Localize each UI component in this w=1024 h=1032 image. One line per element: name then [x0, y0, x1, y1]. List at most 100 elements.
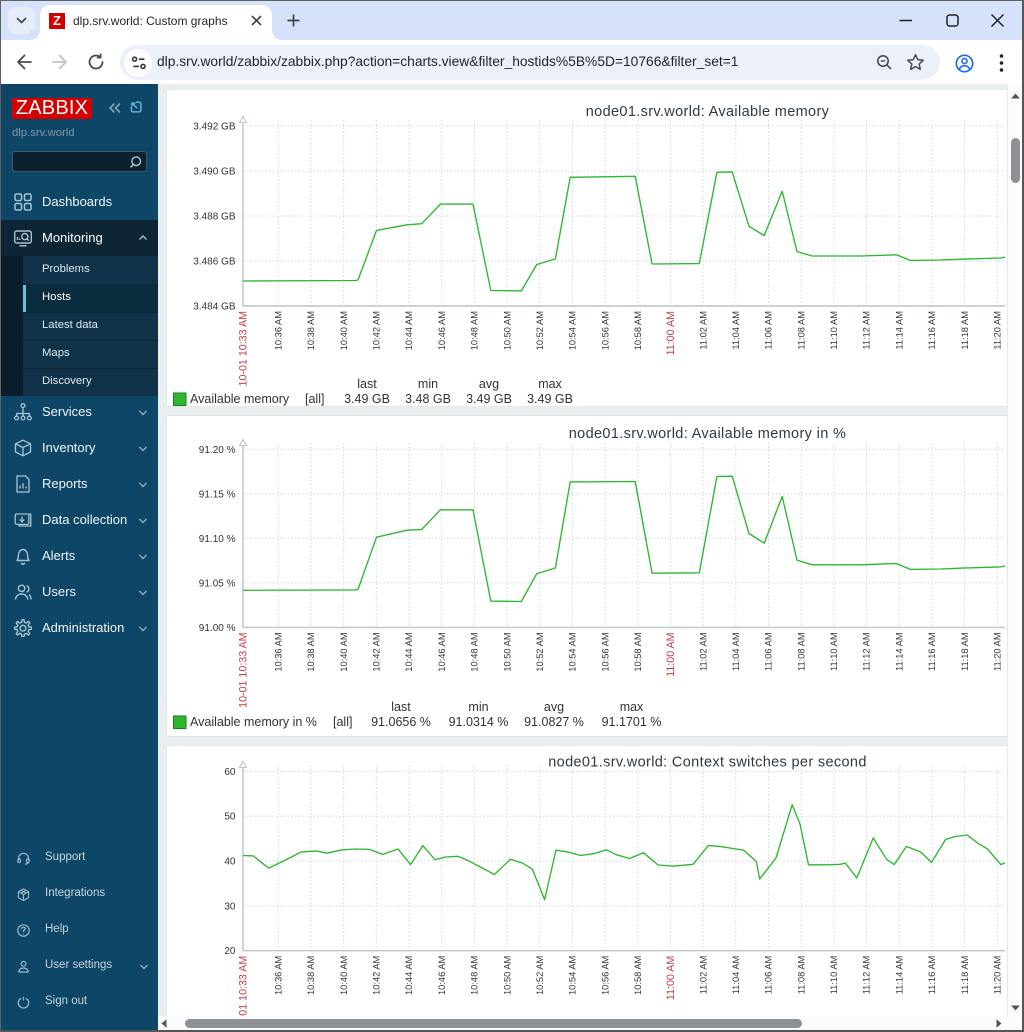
- svg-text:10:36 AM: 10:36 AM: [274, 311, 284, 350]
- svg-text:3.49 GB: 3.49 GB: [527, 392, 573, 406]
- svg-text:[all]: [all]: [305, 392, 324, 406]
- svg-text:91.05 %: 91.05 %: [199, 578, 236, 589]
- svg-text:11:18 AM: 11:18 AM: [960, 956, 970, 995]
- svg-text:3.486 GB: 3.486 GB: [193, 257, 236, 268]
- svg-text:10:44 AM: 10:44 AM: [404, 956, 414, 995]
- svg-text:Available memory in %: Available memory in %: [190, 715, 317, 729]
- svg-text:10:46 AM: 10:46 AM: [437, 632, 447, 671]
- svg-text:11:04 AM: 11:04 AM: [731, 311, 741, 350]
- svg-text:11:04 AM: 11:04 AM: [731, 956, 741, 995]
- svg-text:10-01 10:33 AM: 10-01 10:33 AM: [238, 311, 250, 387]
- svg-text:11:12 AM: 11:12 AM: [862, 956, 872, 995]
- svg-text:10:44 AM: 10:44 AM: [404, 632, 414, 671]
- svg-text:11:02 AM: 11:02 AM: [698, 632, 708, 671]
- svg-text:91.10 %: 91.10 %: [199, 534, 236, 545]
- svg-text:last: last: [357, 377, 377, 391]
- svg-text:11:12 AM: 11:12 AM: [862, 311, 872, 350]
- svg-text:10:48 AM: 10:48 AM: [470, 311, 480, 350]
- svg-text:10:42 AM: 10:42 AM: [372, 311, 382, 350]
- svg-text:11:14 AM: 11:14 AM: [894, 311, 904, 350]
- svg-text:10:52 AM: 10:52 AM: [535, 956, 545, 995]
- svg-text:avg: avg: [544, 700, 564, 714]
- svg-text:10:36 AM: 10:36 AM: [274, 956, 284, 995]
- svg-text:11:16 AM: 11:16 AM: [927, 956, 937, 995]
- svg-text:11:20 AM: 11:20 AM: [993, 311, 1003, 350]
- svg-text:10:52 AM: 10:52 AM: [535, 311, 545, 350]
- svg-text:11:00 AM: 11:00 AM: [665, 311, 677, 355]
- svg-text:60: 60: [224, 767, 236, 778]
- svg-text:10:54 AM: 10:54 AM: [568, 311, 578, 350]
- svg-text:10:50 AM: 10:50 AM: [502, 632, 512, 671]
- svg-text:11:02 AM: 11:02 AM: [698, 956, 708, 995]
- svg-text:10:58 AM: 10:58 AM: [633, 632, 643, 671]
- svg-text:3.48 GB: 3.48 GB: [405, 392, 451, 406]
- svg-text:3.488 GB: 3.488 GB: [193, 212, 236, 223]
- svg-text:10:50 AM: 10:50 AM: [502, 956, 512, 995]
- svg-text:91.0314 %: 91.0314 %: [449, 715, 509, 729]
- svg-text:10:52 AM: 10:52 AM: [535, 632, 545, 671]
- svg-text:11:16 AM: 11:16 AM: [927, 632, 937, 671]
- svg-text:node01.srv.world: Context swit: node01.srv.world: Context switches per s…: [548, 755, 867, 771]
- svg-text:11:10 AM: 11:10 AM: [829, 311, 839, 350]
- svg-text:91.20 %: 91.20 %: [199, 445, 236, 456]
- svg-text:20: 20: [224, 946, 236, 957]
- svg-text:10-01 10:33 AM: 10-01 10:33 AM: [238, 632, 250, 708]
- svg-text:10-01 10:33 AM: 10-01 10:33 AM: [238, 956, 250, 1016]
- svg-text:11:08 AM: 11:08 AM: [796, 632, 806, 671]
- svg-text:avg: avg: [479, 377, 499, 391]
- svg-text:3.49 GB: 3.49 GB: [466, 392, 512, 406]
- svg-text:11:06 AM: 11:06 AM: [764, 632, 774, 671]
- svg-text:max: max: [538, 377, 562, 391]
- svg-text:10:38 AM: 10:38 AM: [306, 311, 316, 350]
- svg-text:11:00 AM: 11:00 AM: [665, 956, 677, 1000]
- svg-text:10:42 AM: 10:42 AM: [372, 956, 382, 995]
- svg-text:10:58 AM: 10:58 AM: [633, 311, 643, 350]
- svg-text:min: min: [468, 700, 488, 714]
- svg-text:11:10 AM: 11:10 AM: [829, 632, 839, 671]
- svg-text:3.492 GB: 3.492 GB: [193, 122, 236, 133]
- svg-text:11:08 AM: 11:08 AM: [796, 311, 806, 350]
- svg-text:10:42 AM: 10:42 AM: [372, 632, 382, 671]
- svg-text:11:12 AM: 11:12 AM: [862, 632, 872, 671]
- svg-text:3.484 GB: 3.484 GB: [193, 302, 236, 313]
- svg-text:11:18 AM: 11:18 AM: [960, 311, 970, 350]
- svg-text:91.0827 %: 91.0827 %: [524, 715, 584, 729]
- svg-text:50: 50: [224, 812, 236, 823]
- svg-text:3.49 GB: 3.49 GB: [344, 392, 390, 406]
- svg-text:91.00 %: 91.00 %: [199, 623, 236, 634]
- svg-text:10:38 AM: 10:38 AM: [306, 632, 316, 671]
- svg-text:10:38 AM: 10:38 AM: [306, 956, 316, 995]
- svg-text:91.1701 %: 91.1701 %: [602, 715, 662, 729]
- svg-text:max: max: [620, 700, 644, 714]
- svg-text:11:04 AM: 11:04 AM: [731, 632, 741, 671]
- svg-text:10:54 AM: 10:54 AM: [568, 956, 578, 995]
- svg-text:10:56 AM: 10:56 AM: [600, 311, 610, 350]
- svg-text:91.15 %: 91.15 %: [199, 489, 236, 500]
- svg-text:11:14 AM: 11:14 AM: [894, 632, 904, 671]
- svg-text:node01.srv.world: Available me: node01.srv.world: Available memory: [586, 104, 830, 120]
- svg-text:last: last: [391, 700, 411, 714]
- svg-text:10:36 AM: 10:36 AM: [274, 632, 284, 671]
- svg-text:node01.srv.world: Available me: node01.srv.world: Available memory in %: [569, 426, 846, 442]
- svg-text:10:44 AM: 10:44 AM: [404, 311, 414, 350]
- svg-text:10:58 AM: 10:58 AM: [633, 956, 643, 995]
- svg-text:11:20 AM: 11:20 AM: [993, 632, 1003, 671]
- svg-text:11:18 AM: 11:18 AM: [960, 632, 970, 671]
- svg-text:10:40 AM: 10:40 AM: [339, 632, 349, 671]
- svg-text:11:20 AM: 11:20 AM: [993, 956, 1003, 995]
- svg-text:11:10 AM: 11:10 AM: [829, 956, 839, 995]
- svg-text:10:40 AM: 10:40 AM: [339, 956, 349, 995]
- svg-text:30: 30: [224, 901, 236, 912]
- svg-text:40: 40: [224, 857, 236, 868]
- svg-text:10:48 AM: 10:48 AM: [470, 956, 480, 995]
- svg-text:11:02 AM: 11:02 AM: [698, 311, 708, 350]
- svg-text:10:54 AM: 10:54 AM: [568, 632, 578, 671]
- svg-text:11:14 AM: 11:14 AM: [894, 956, 904, 995]
- svg-text:[all]: [all]: [333, 715, 352, 729]
- svg-text:10:46 AM: 10:46 AM: [437, 956, 447, 995]
- svg-text:10:50 AM: 10:50 AM: [502, 311, 512, 350]
- svg-text:11:06 AM: 11:06 AM: [764, 311, 774, 350]
- svg-text:3.490 GB: 3.490 GB: [193, 167, 236, 178]
- svg-text:11:16 AM: 11:16 AM: [927, 311, 937, 350]
- svg-text:91.0656 %: 91.0656 %: [371, 715, 431, 729]
